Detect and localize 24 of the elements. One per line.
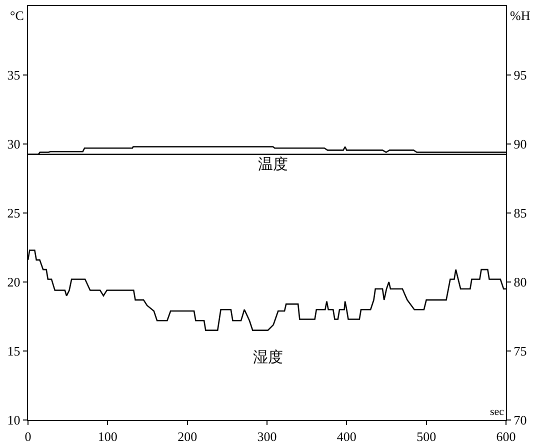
x-tick-label: 200 (178, 428, 198, 444)
y2-tick-label: 70 (514, 412, 527, 428)
series-label: 温度 (258, 155, 288, 173)
x-tick-label: 600 (496, 428, 516, 444)
y2-axis-title: %H (510, 8, 530, 23)
y-tick-label: 10 (7, 412, 20, 428)
x-tick-label: 0 (24, 428, 32, 444)
x-tick-label: 400 (336, 428, 356, 444)
y-tick-label: 25 (7, 206, 20, 221)
x-tick-label: 500 (416, 428, 436, 444)
x-axis-title: sec (490, 406, 504, 418)
series-label: 湿度 (253, 348, 283, 366)
x-tick-label: 100 (98, 428, 118, 444)
y2-tick-label: 90 (514, 136, 527, 152)
y2-tick-label: 80 (514, 274, 527, 290)
y-tick-label: 20 (7, 274, 20, 290)
y-tick-label: 35 (7, 68, 20, 83)
x-tick-label: 300 (257, 428, 277, 444)
y-tick-label: 30 (7, 136, 20, 152)
y-axis-title: °C (10, 8, 24, 23)
y2-tick-label: 75 (514, 344, 527, 359)
y2-tick-label: 85 (514, 206, 527, 221)
y-tick-label: 15 (7, 344, 20, 359)
y2-tick-label: 95 (514, 68, 527, 83)
